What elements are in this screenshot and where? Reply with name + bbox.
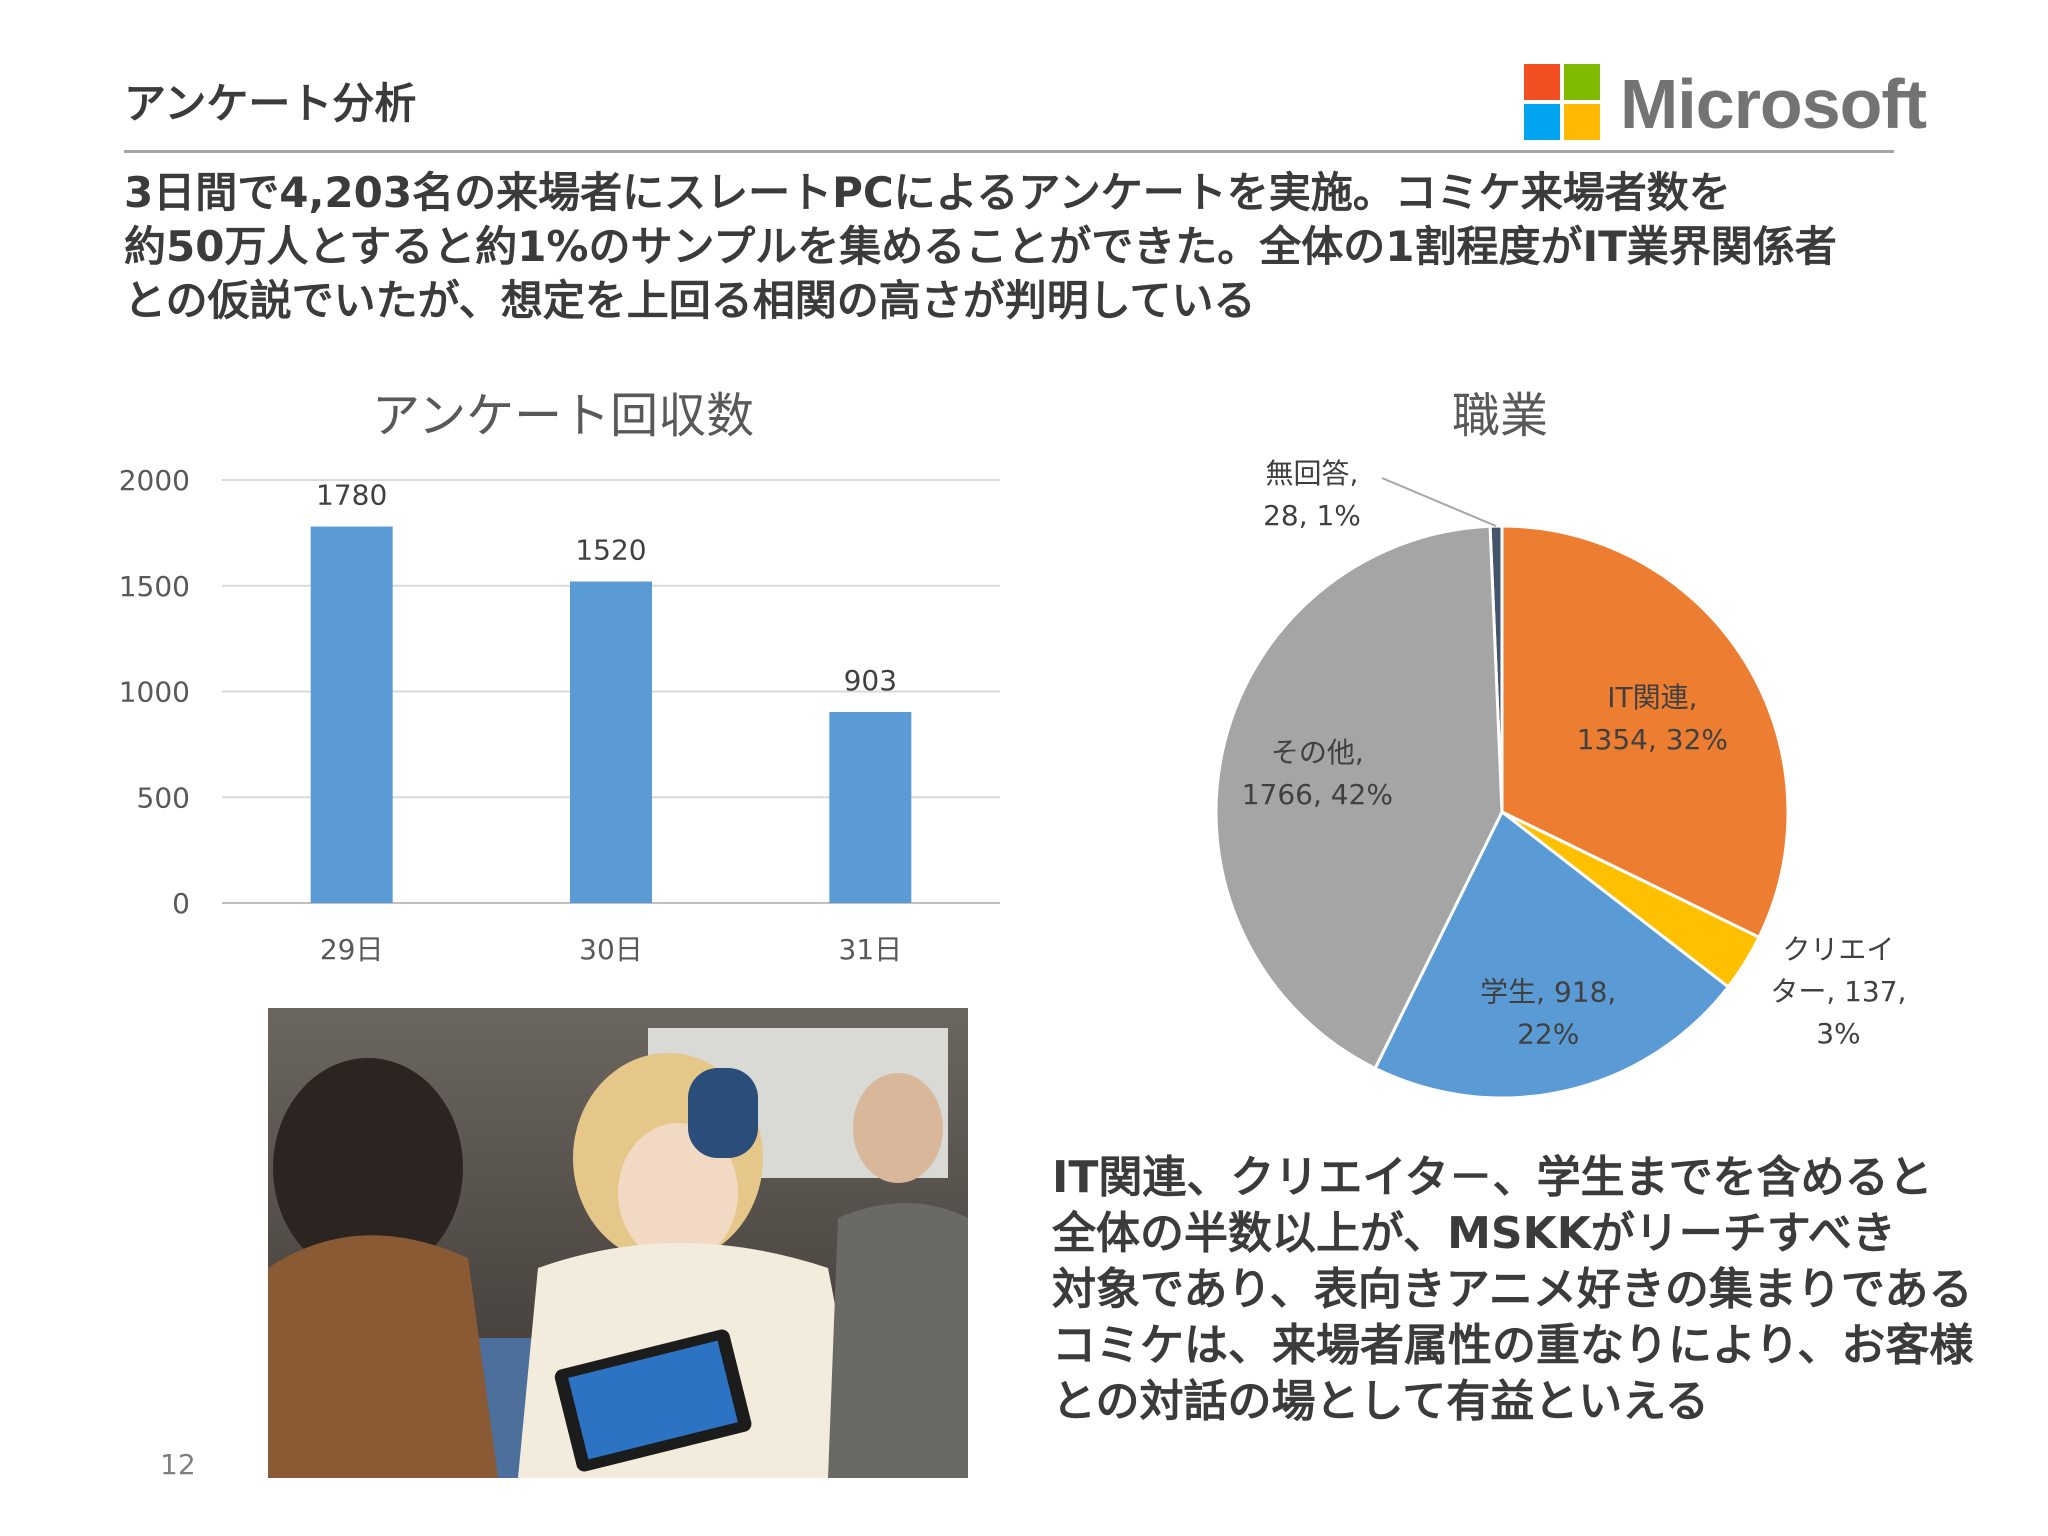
bar-data-label: 1780 [316,479,387,512]
pie-slice [1500,524,1790,940]
bar-chart: 0 500 1000 1500 2000 1780 29日 1520 30日 903 31日 [119,464,1000,966]
event-photo-illustration [268,1008,968,1478]
summary-line: 約50万人とすると約1%のサンプルを集めることができた。全体の1割程度がIT業界… [124,222,1837,271]
pie-data-label: ター, 137, [1770,975,1906,1008]
pie-data-label: 3% [1816,1017,1860,1050]
slide-title: アンケート分析 [124,79,417,128]
conclusion-line: コミケは、来場者属性の重なりにより、お客様 [1052,1320,1974,1371]
summary-line: 3日間で4,203名の来場者にスレートPCによるアンケートを実施。コミケ来場者数… [124,168,1731,217]
microsoft-logo: Microsoft [1524,64,1927,148]
x-tick-label: 30日 [579,933,643,966]
summary-line: との仮説でいたが、想定を上回る相関の高さが判明している [124,276,1256,325]
conclusion-line: 全体の半数以上が、MSKKがリーチすべき [1052,1208,1896,1259]
pie-slice [1214,524,1504,1071]
pie-data-label: 無回答, [1266,457,1359,490]
pie-data-label: 22% [1517,1018,1579,1051]
bar [310,526,393,903]
x-tick-label: 29日 [320,933,384,966]
conclusion-line: 対象であり、表向きアニメ好きの集まりである [1052,1264,1973,1315]
pie-data-label: 1354, 32% [1577,723,1728,756]
pie-leader-line [1381,477,1497,527]
title-divider [124,150,1894,153]
pie-data-label: 28, 1% [1263,499,1361,532]
pie-slice [1373,809,1731,1100]
y-tick-label: 1500 [119,570,190,603]
y-tick-label: 2000 [119,464,190,497]
pie-chart-title: 職業 [1452,388,1549,444]
conclusion-line: との対話の場として有益といえる [1052,1376,1709,1427]
pie-data-label: その他, [1271,736,1364,769]
pie-data-label: 1766, 42% [1242,778,1393,811]
pie-data-label: クリエイ [1782,933,1894,966]
bar [570,581,652,903]
microsoft-logo-icon [1524,64,1600,140]
microsoft-logo-text: Microsoft [1620,65,1927,143]
y-tick-label: 500 [137,781,190,814]
pie-data-label: IT関連, [1607,681,1697,714]
y-tick-label: 0 [172,887,190,920]
conclusion-line: IT関連、クリエイタ－、学生までを含めると [1052,1152,1933,1203]
page-number: 12 [160,1448,196,1481]
y-tick-label: 1000 [119,676,190,709]
bar-chart-title: アンケート回収数 [372,388,755,444]
bar [829,712,912,903]
bar-data-label: 1520 [575,534,646,567]
event-photo [268,1008,968,1478]
bar-data-label: 903 [844,664,897,697]
x-tick-label: 31日 [839,933,903,966]
conclusion-text: IT関連、クリエイタ－、学生までを含めると 全体の半数以上が、MSKKがリーチす… [1052,1150,1973,1430]
summary-text: 3日間で4,203名の来場者にスレートPCによるアンケートを実施。コミケ来場者数… [124,166,2004,328]
pie-data-label: 学生, 918, [1480,976,1616,1009]
